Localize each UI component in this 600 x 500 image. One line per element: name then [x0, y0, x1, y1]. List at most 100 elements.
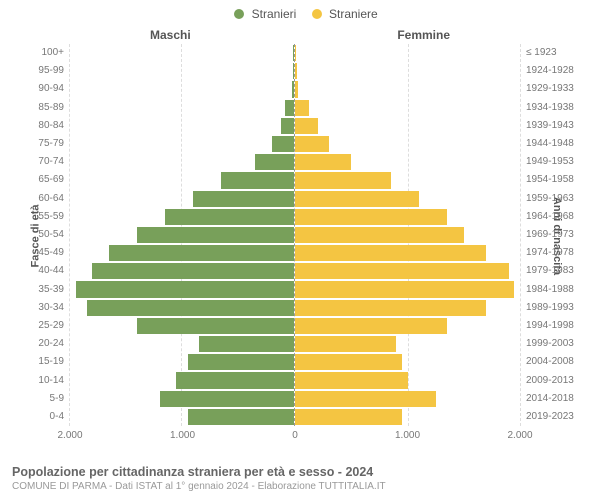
female-bar [295, 245, 486, 261]
age-label: 15-19 [0, 356, 64, 367]
age-label: 30-34 [0, 302, 64, 313]
age-label: 85-89 [0, 102, 64, 113]
x-tick-label: 1.000 [170, 430, 195, 441]
female-bar [295, 136, 329, 152]
male-bar [188, 354, 294, 370]
birth-year-label: 1924-1928 [526, 65, 600, 76]
birth-year-label: 1994-1998 [526, 320, 600, 331]
plot-area [70, 44, 520, 426]
female-bar [295, 81, 298, 97]
male-bar [272, 136, 294, 152]
birth-year-label: 1954-1958 [526, 174, 600, 185]
birth-year-label: 1949-1953 [526, 156, 600, 167]
age-label: 60-64 [0, 193, 64, 204]
male-bar [193, 191, 294, 207]
age-label: 25-29 [0, 320, 64, 331]
female-bar [295, 318, 447, 334]
male-bar [255, 154, 294, 170]
legend-swatch-male [234, 9, 244, 19]
x-tick-label: 0 [292, 430, 298, 441]
footer-subtitle: COMUNE DI PARMA - Dati ISTAT al 1° genna… [12, 481, 588, 492]
birth-year-label: 1934-1938 [526, 102, 600, 113]
female-bar [295, 354, 402, 370]
male-bar [109, 245, 294, 261]
female-bar [295, 172, 391, 188]
female-bar [295, 227, 464, 243]
female-bar [295, 45, 296, 61]
female-bar [295, 300, 486, 316]
age-label: 65-69 [0, 174, 64, 185]
female-bar [295, 154, 351, 170]
chart-footer: Popolazione per cittadinanza straniera p… [12, 465, 588, 492]
x-axis-ticks: 2.0001.00001.0002.000 [70, 430, 520, 444]
male-bar [160, 391, 294, 407]
female-bar [295, 281, 514, 297]
age-label: 55-59 [0, 211, 64, 222]
population-pyramid-chart: Stranieri Straniere Maschi Femmine Fasce… [0, 0, 600, 500]
birth-year-label: ≤ 1923 [526, 47, 600, 58]
birth-year-label: 2009-2013 [526, 375, 600, 386]
birth-year-label: 1959-1963 [526, 193, 600, 204]
column-title-female: Femmine [397, 28, 450, 42]
male-panel [70, 44, 295, 426]
male-bar [281, 118, 294, 134]
age-label: 45-49 [0, 247, 64, 258]
male-bar [285, 100, 294, 116]
birth-year-label: 1944-1948 [526, 138, 600, 149]
female-bar [295, 372, 408, 388]
birth-year-label: 1984-1988 [526, 284, 600, 295]
age-label: 5-9 [0, 393, 64, 404]
female-bar [295, 336, 396, 352]
age-label: 100+ [0, 47, 64, 58]
legend-label-male: Stranieri [252, 7, 297, 21]
age-label: 10-14 [0, 375, 64, 386]
male-bar [92, 263, 294, 279]
male-bar [76, 281, 294, 297]
birth-year-label: 1974-1978 [526, 247, 600, 258]
male-bar [188, 409, 294, 425]
male-bar [293, 63, 294, 79]
birth-year-label: 1969-1973 [526, 229, 600, 240]
female-bar [295, 118, 318, 134]
column-title-male: Maschi [150, 28, 191, 42]
age-label: 20-24 [0, 338, 64, 349]
birth-year-label: 1979-1983 [526, 265, 600, 276]
age-label: 90-94 [0, 83, 64, 94]
female-bar [295, 209, 447, 225]
age-label: 35-39 [0, 284, 64, 295]
female-bar [295, 63, 297, 79]
x-tick-label: 2.000 [507, 430, 532, 441]
age-label: 95-99 [0, 65, 64, 76]
male-bar [292, 81, 294, 97]
birth-year-label: 1989-1993 [526, 302, 600, 313]
legend-label-female: Straniere [329, 7, 378, 21]
birth-year-label: 1964-1968 [526, 211, 600, 222]
age-label: 80-84 [0, 120, 64, 131]
male-bar [87, 300, 294, 316]
male-bar [165, 209, 294, 225]
x-tick-label: 2.000 [57, 430, 82, 441]
female-bar [295, 409, 402, 425]
birth-year-label: 2019-2023 [526, 411, 600, 422]
footer-title: Popolazione per cittadinanza straniera p… [12, 465, 588, 479]
female-bar [295, 263, 509, 279]
male-bar [293, 45, 294, 61]
age-label: 50-54 [0, 229, 64, 240]
birth-year-label: 1999-2003 [526, 338, 600, 349]
female-bar [295, 191, 419, 207]
birth-year-label: 1939-1943 [526, 120, 600, 131]
legend-swatch-female [312, 9, 322, 19]
female-bar [295, 391, 436, 407]
birth-year-label: 2014-2018 [526, 393, 600, 404]
female-bar [295, 100, 309, 116]
male-bar [137, 318, 294, 334]
age-label: 70-74 [0, 156, 64, 167]
male-bar [176, 372, 294, 388]
female-panel [295, 44, 520, 426]
male-bar [137, 227, 294, 243]
legend: Stranieri Straniere [0, 6, 600, 21]
age-label: 40-44 [0, 265, 64, 276]
birth-year-label: 1929-1933 [526, 83, 600, 94]
male-bar [199, 336, 294, 352]
male-bar [221, 172, 294, 188]
